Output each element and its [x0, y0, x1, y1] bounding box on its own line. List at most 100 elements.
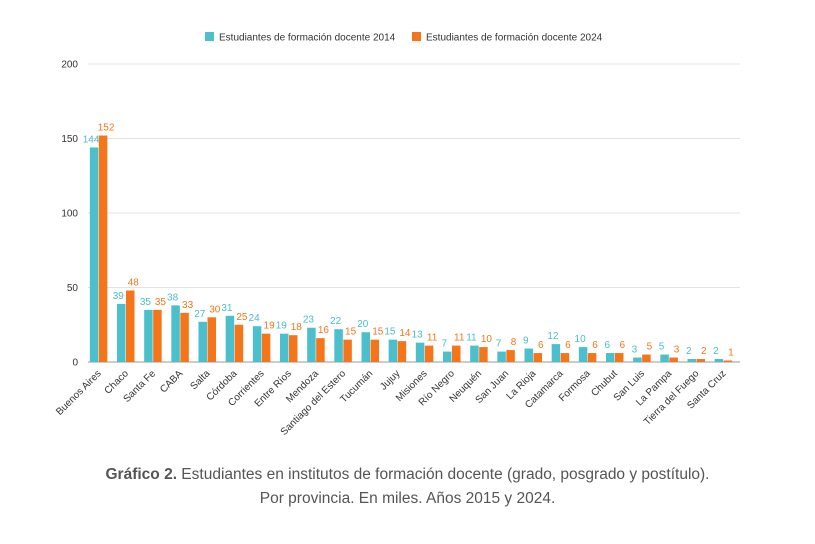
bar-2024 — [207, 317, 216, 362]
value-label-2014: 11 — [466, 333, 477, 344]
bar-2014 — [171, 305, 180, 362]
value-label-2024: 3 — [674, 345, 680, 356]
bar-2014 — [117, 303, 126, 362]
value-label-2024: 152 — [98, 123, 115, 134]
value-label-2014: 5 — [659, 342, 665, 353]
bar-2024 — [696, 359, 705, 362]
bar-2014 — [280, 333, 289, 362]
legend-label-1: Estudiantes de formación docente 2014 — [219, 33, 396, 44]
value-label-2024: 15 — [345, 327, 357, 338]
bar-2024 — [452, 345, 461, 362]
value-label-2024: 16 — [318, 325, 330, 336]
grid-lines — [88, 63, 740, 363]
bar-2014 — [361, 332, 370, 362]
bar-2014 — [415, 342, 425, 362]
value-label-2024: 6 — [592, 340, 598, 351]
x-tick-label: CABA — [158, 368, 185, 395]
bar-2024 — [642, 354, 651, 362]
value-label-2014: 10 — [575, 334, 587, 345]
bar-2024 — [479, 347, 488, 362]
value-label-2024: 6 — [565, 340, 571, 351]
value-label-2024: 33 — [182, 300, 194, 311]
bar-2024 — [153, 309, 162, 362]
value-label-2014: 35 — [140, 297, 152, 308]
y-tick-label: 150 — [61, 134, 78, 145]
bar-2014 — [660, 354, 669, 362]
value-label-2024: 6 — [538, 340, 544, 351]
value-label-2014: 24 — [249, 313, 261, 324]
legend: Estudiantes de formación docente 2014 Est… — [205, 32, 603, 44]
bar-2024 — [343, 339, 352, 362]
value-label-2014: 3 — [632, 345, 638, 356]
value-label-2024: 48 — [128, 277, 140, 288]
bar-2014 — [497, 351, 506, 362]
x-tick-label: Jujuy — [378, 368, 402, 392]
bar-2014 — [198, 321, 207, 362]
bar-2014 — [307, 327, 316, 362]
chart-container: Estudiantes de formación docente 2014 Est… — [54, 32, 740, 438]
bar-2014 — [633, 357, 642, 362]
bars — [89, 135, 733, 362]
bar-2024 — [587, 353, 597, 362]
value-label-2014: 23 — [303, 315, 315, 326]
bar-2014 — [470, 345, 479, 362]
bar-chart: Estudiantes de formación docente 2014 Est… — [54, 32, 740, 438]
value-label-2014: 38 — [167, 292, 179, 303]
bar-2014 — [578, 347, 588, 362]
bar-2024 — [180, 312, 189, 362]
value-label-2014: 15 — [384, 327, 396, 338]
bar-2014 — [551, 344, 561, 362]
bar-2014 — [606, 353, 615, 362]
value-label-2024: 5 — [647, 342, 653, 353]
value-label-2014: 144 — [83, 134, 100, 145]
bar-2024 — [669, 357, 678, 362]
value-label-2024: 15 — [372, 327, 384, 338]
bar-2024 — [261, 333, 271, 362]
y-tick-label: 0 — [72, 358, 78, 369]
figure-caption: Gráfico 2. Estudiantes en institutos de … — [0, 463, 815, 511]
bar-2024 — [533, 353, 542, 362]
value-label-2024: 6 — [619, 340, 625, 351]
bar-2014 — [687, 359, 696, 362]
bar-2024 — [370, 339, 379, 362]
bar-2024 — [506, 350, 515, 362]
legend-swatch-1 — [205, 32, 214, 41]
caption-label: Gráfico 2. — [105, 466, 178, 483]
value-label-2024: 11 — [427, 333, 438, 344]
value-label-2024: 11 — [454, 333, 465, 344]
bar-2014 — [225, 315, 235, 362]
bar-2014 — [89, 147, 99, 362]
caption-line-2: Por provincia. En miles. Años 2015 y 202… — [259, 490, 556, 507]
bar-2024 — [316, 338, 325, 362]
value-label-2014: 27 — [194, 309, 206, 320]
value-label-2024: 10 — [481, 334, 493, 345]
y-tick-label: 50 — [67, 283, 79, 294]
bar-2024 — [560, 353, 570, 362]
bar-2014 — [443, 351, 452, 362]
value-label-2014: 22 — [330, 316, 342, 327]
bar-2024 — [289, 335, 298, 362]
value-label-2014: 13 — [412, 330, 424, 341]
value-label-2014: 19 — [276, 321, 288, 332]
bar-2014 — [144, 309, 153, 362]
value-label-2014: 12 — [547, 331, 559, 342]
bar-2024 — [424, 345, 434, 362]
bar-2014 — [334, 329, 343, 362]
value-label-2024: 2 — [701, 346, 707, 357]
bar-2014 — [714, 359, 724, 362]
bar-2014 — [388, 339, 398, 362]
value-label-2014: 2 — [713, 346, 719, 357]
value-label-2014: 9 — [523, 336, 529, 347]
x-tick-label: Buenos Aires — [54, 368, 103, 417]
bar-2024 — [98, 135, 108, 362]
bar-2024 — [397, 341, 407, 362]
legend-swatch-2 — [412, 32, 421, 41]
value-label-2024: 30 — [209, 304, 221, 315]
bar-2024 — [615, 353, 624, 362]
value-label-2024: 25 — [236, 312, 248, 323]
bar-2014 — [524, 348, 533, 362]
y-tick-label: 200 — [61, 60, 78, 71]
value-label-2014: 7 — [496, 339, 502, 350]
